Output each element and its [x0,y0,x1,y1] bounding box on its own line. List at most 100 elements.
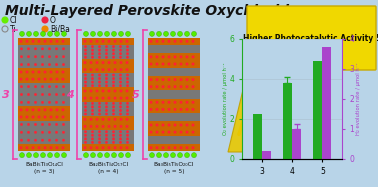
Bar [18,98,70,106]
Circle shape [54,31,59,36]
Circle shape [119,113,122,115]
Circle shape [126,81,129,83]
Circle shape [155,131,158,134]
Circle shape [192,55,195,58]
Circle shape [170,153,175,158]
Circle shape [155,62,158,65]
Bar [148,97,200,99]
Circle shape [155,78,158,81]
Circle shape [186,108,189,111]
Circle shape [119,118,122,121]
Circle shape [167,108,170,111]
Circle shape [126,84,129,87]
Bar [148,99,200,106]
Circle shape [125,96,129,99]
Circle shape [84,45,87,48]
Circle shape [174,62,177,65]
Circle shape [48,47,51,50]
Circle shape [20,40,23,43]
Circle shape [91,105,94,108]
Circle shape [150,146,152,149]
Circle shape [105,81,108,83]
Circle shape [90,153,96,158]
Circle shape [186,78,189,81]
Circle shape [113,40,116,43]
Circle shape [42,17,48,23]
Text: O: O [50,16,56,24]
Circle shape [164,31,169,36]
Circle shape [98,31,102,36]
Circle shape [37,115,40,119]
Circle shape [180,85,183,88]
Bar [18,120,70,128]
Bar [148,95,200,97]
Bar [148,115,200,116]
Circle shape [192,131,195,134]
Circle shape [62,47,65,50]
Circle shape [40,153,45,158]
Circle shape [31,146,34,149]
Circle shape [98,109,101,112]
Bar [18,30,70,38]
Circle shape [119,74,122,76]
Circle shape [102,61,104,64]
Circle shape [84,137,87,140]
Bar [148,90,200,92]
Circle shape [20,47,23,50]
Bar [148,50,200,52]
Bar [148,92,200,94]
Circle shape [105,105,108,108]
Circle shape [84,89,87,92]
Bar [82,38,134,45]
Circle shape [161,108,164,111]
Circle shape [48,55,51,58]
Circle shape [104,31,110,36]
Circle shape [27,55,30,58]
Circle shape [155,146,158,149]
Bar [18,76,70,83]
Circle shape [98,52,101,55]
Circle shape [102,146,104,149]
Circle shape [112,141,115,144]
Circle shape [98,130,101,133]
Circle shape [112,81,115,83]
Bar [18,53,70,61]
Circle shape [48,131,51,134]
Circle shape [178,153,183,158]
Circle shape [174,78,177,81]
Circle shape [119,134,122,137]
Bar [82,109,134,112]
Bar [148,45,200,47]
Bar [18,136,70,144]
Circle shape [84,81,87,83]
Circle shape [119,109,122,112]
Circle shape [98,45,101,48]
Circle shape [84,56,87,59]
Circle shape [161,78,164,81]
Circle shape [50,70,53,73]
Circle shape [125,68,129,71]
Circle shape [84,52,87,55]
Circle shape [90,146,93,149]
Circle shape [31,40,34,43]
Circle shape [180,55,183,58]
Circle shape [98,77,101,80]
Circle shape [180,78,183,81]
Circle shape [34,31,39,36]
Circle shape [91,141,94,144]
Circle shape [112,134,115,137]
Circle shape [150,108,152,111]
Circle shape [150,153,155,158]
Circle shape [192,40,195,43]
Circle shape [125,40,129,43]
Circle shape [55,123,58,126]
Circle shape [119,141,122,144]
Bar [82,84,134,87]
Circle shape [113,61,116,64]
Text: Bi/Ba: Bi/Ba [50,24,70,33]
Circle shape [41,55,44,58]
Bar [82,48,134,52]
Circle shape [25,78,28,81]
Circle shape [48,31,53,36]
Circle shape [180,131,183,134]
